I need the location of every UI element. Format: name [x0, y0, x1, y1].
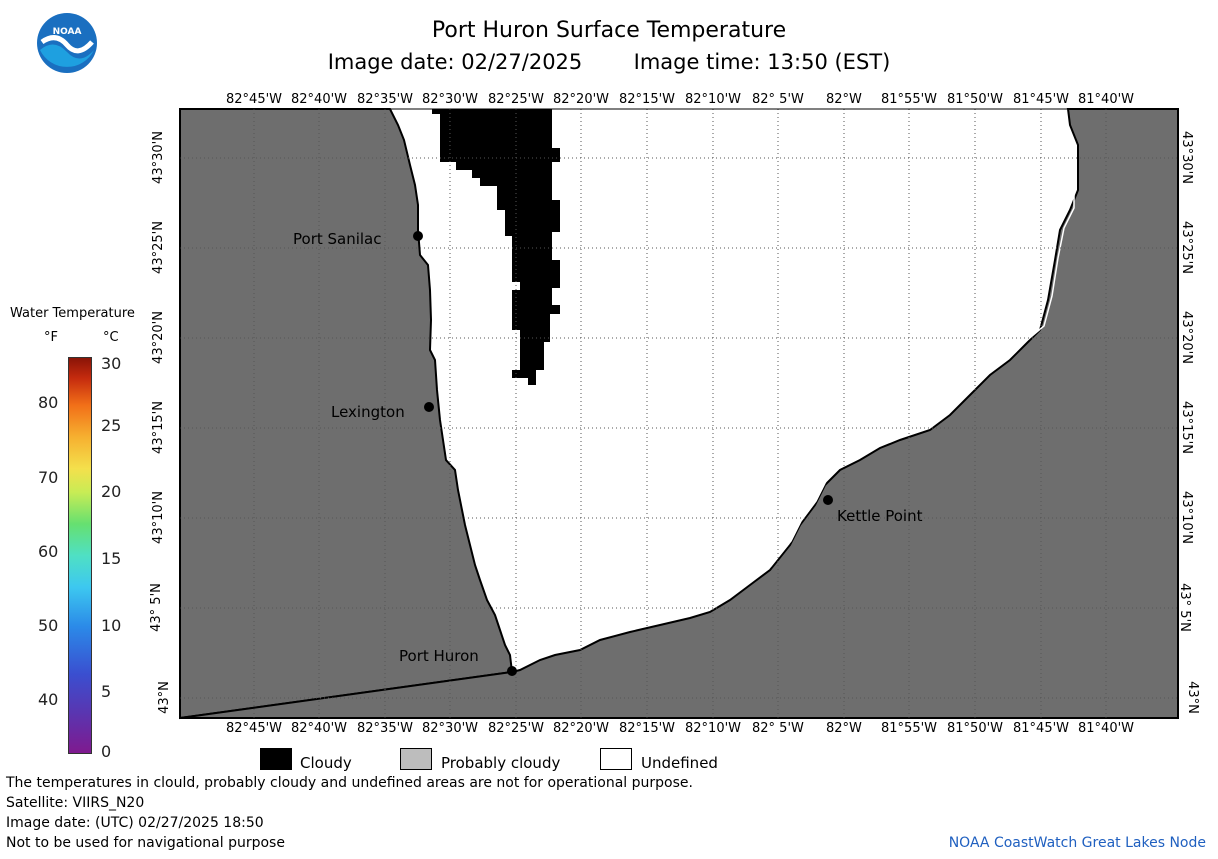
- top-tick: 82°20'W: [553, 92, 610, 107]
- credit-text: NOAA CoastWatch Great Lakes Node: [948, 835, 1206, 851]
- port-huron-marker: [507, 666, 517, 676]
- c-tick: 0: [101, 742, 112, 761]
- land-michigan: [179, 108, 514, 720]
- top-tick: 82°W: [826, 92, 862, 107]
- top-tick: 82° 5'W: [752, 92, 804, 107]
- bottom-tick: 81°50'W: [947, 721, 1004, 736]
- undefined-swatch: [600, 748, 632, 770]
- left-tick: 43°30'N: [150, 131, 166, 184]
- f-tick: 50: [38, 616, 59, 635]
- utc-date-text: Image date: (UTC) 02/27/2025 18:50: [6, 815, 264, 831]
- left-tick: 43°20'N: [150, 311, 166, 364]
- navigation-warning: Not to be used for navigational purpose: [6, 835, 285, 851]
- bottom-tick: 82°15'W: [619, 721, 676, 736]
- right-tick: 43°30'N: [1178, 131, 1194, 184]
- image-time: Image time: 13:50 (EST): [633, 50, 891, 74]
- undefined-label: Undefined: [641, 754, 718, 772]
- bottom-tick: 82°20'W: [553, 721, 610, 736]
- legend-unit-c: °C: [103, 330, 119, 345]
- place-label-port-sanilac: Port Sanilac: [293, 230, 382, 248]
- bottom-tick: 82° 5'W: [752, 721, 804, 736]
- left-tick: 43°N: [156, 681, 172, 714]
- top-tick: 82°45'W: [226, 92, 283, 107]
- top-tick: 82°30'W: [422, 92, 479, 107]
- cloud-mask: [432, 109, 560, 385]
- bottom-tick: 81°45'W: [1013, 721, 1070, 736]
- top-tick: 82°10'W: [685, 92, 742, 107]
- temperature-colorbar: [68, 357, 92, 754]
- f-tick: 60: [38, 542, 59, 561]
- c-tick: 30: [101, 354, 122, 373]
- left-tick: 43° 5'N: [148, 583, 164, 632]
- bottom-tick: 82°35'W: [357, 721, 414, 736]
- top-tick: 81°40'W: [1078, 92, 1135, 107]
- c-tick: 20: [101, 482, 122, 501]
- right-tick: 43°15'N: [1178, 401, 1194, 454]
- legend-unit-f: °F: [44, 330, 58, 345]
- top-tick: 81°50'W: [947, 92, 1004, 107]
- logo-text: NOAA: [53, 27, 82, 37]
- probably-cloudy-swatch: [400, 748, 432, 770]
- bottom-tick: 82°25'W: [488, 721, 545, 736]
- f-tick: 70: [38, 468, 59, 487]
- left-tick: 43°25'N: [150, 221, 166, 274]
- disclaimer-text: The temperatures in clould, probably clo…: [6, 775, 693, 791]
- c-tick: 10: [101, 616, 122, 635]
- top-tick: 82°40'W: [291, 92, 348, 107]
- top-tick: 82°35'W: [357, 92, 414, 107]
- c-tick: 25: [101, 416, 122, 435]
- top-tick: 81°45'W: [1013, 92, 1070, 107]
- cloudy-label: Cloudy: [300, 754, 352, 772]
- right-tick: 43°10'N: [1178, 491, 1194, 544]
- noaa-logo: NOAA: [37, 13, 97, 73]
- image-date-time: Image date: 02/27/2025 Image time: 13:50…: [0, 50, 1218, 74]
- f-tick: 40: [38, 690, 59, 709]
- top-tick: 81°55'W: [881, 92, 938, 107]
- kettle-point-marker: [823, 495, 833, 505]
- satellite-text: Satellite: VIIRS_N20: [6, 795, 145, 811]
- right-tick: 43°N: [1184, 681, 1200, 714]
- left-tick: 43°15'N: [150, 401, 166, 454]
- bottom-tick: 82°10'W: [685, 721, 742, 736]
- bottom-tick: 81°55'W: [881, 721, 938, 736]
- f-tick: 80: [38, 393, 59, 412]
- top-tick: 82°15'W: [619, 92, 676, 107]
- c-tick: 5: [101, 682, 112, 701]
- cloudy-swatch: [260, 748, 292, 770]
- c-tick: 15: [101, 549, 122, 568]
- graticule: [180, 109, 1178, 718]
- bottom-tick: 81°40'W: [1078, 721, 1135, 736]
- probably-cloudy-label: Probably cloudy: [441, 754, 561, 772]
- legend-title: Water Temperature: [10, 306, 135, 321]
- bottom-tick: 82°30'W: [422, 721, 479, 736]
- map-frame: [179, 108, 1179, 719]
- bottom-tick: 82°40'W: [291, 721, 348, 736]
- right-tick: 43° 5'N: [1176, 583, 1192, 632]
- page-title: Port Huron Surface Temperature: [431, 18, 787, 43]
- bottom-tick: 82°W: [826, 721, 862, 736]
- place-label-kettle-point: Kettle Point: [837, 507, 923, 525]
- lexington-marker: [424, 402, 434, 412]
- place-label-lexington: Lexington: [331, 403, 405, 421]
- left-tick: 43°10'N: [150, 491, 166, 544]
- bottom-tick: 82°45'W: [226, 721, 283, 736]
- right-tick: 43°25'N: [1178, 221, 1194, 274]
- port-sanilac-marker: [413, 231, 423, 241]
- top-tick: 82°25'W: [488, 92, 545, 107]
- place-label-port-huron: Port Huron: [399, 647, 479, 665]
- right-tick: 43°20'N: [1178, 311, 1194, 364]
- image-date: Image date: 02/27/2025: [327, 50, 583, 74]
